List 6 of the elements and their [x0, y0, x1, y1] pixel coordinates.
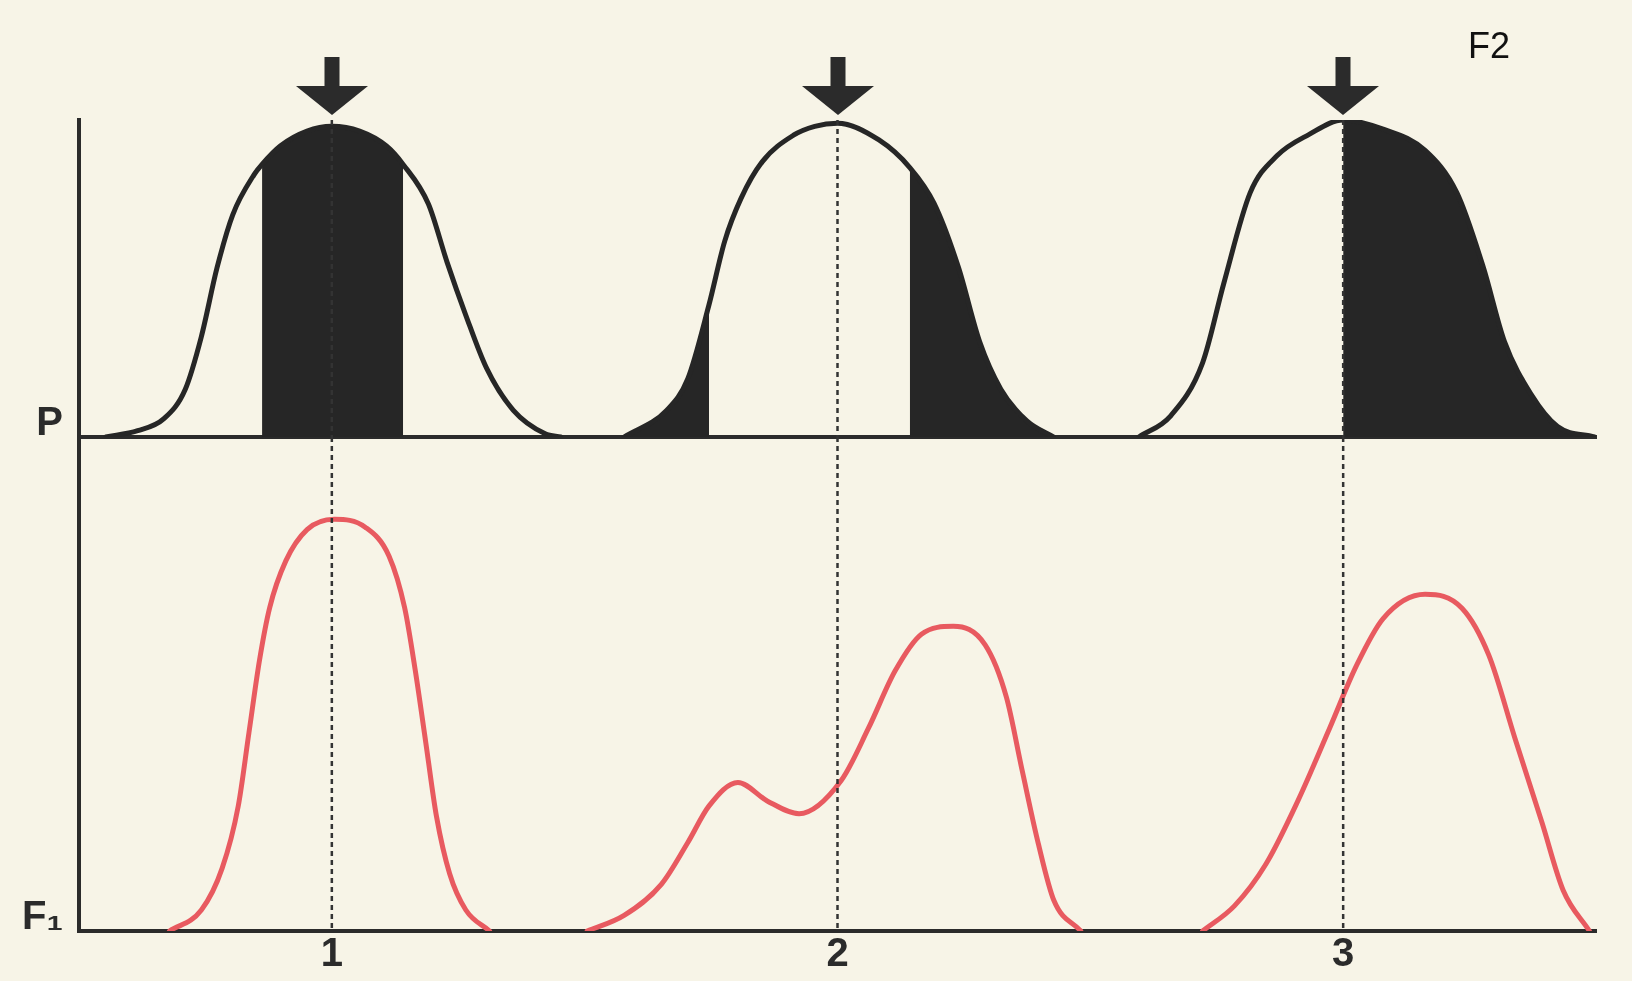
x-tick-label: 2 — [826, 930, 849, 975]
y-axis-title: P — [36, 399, 63, 443]
y-axis-title: F₁ — [22, 893, 63, 937]
x-tick-label: 3 — [1332, 930, 1355, 975]
text: F2 — [1467, 24, 1510, 66]
x-tick-label: 1 — [320, 930, 343, 975]
